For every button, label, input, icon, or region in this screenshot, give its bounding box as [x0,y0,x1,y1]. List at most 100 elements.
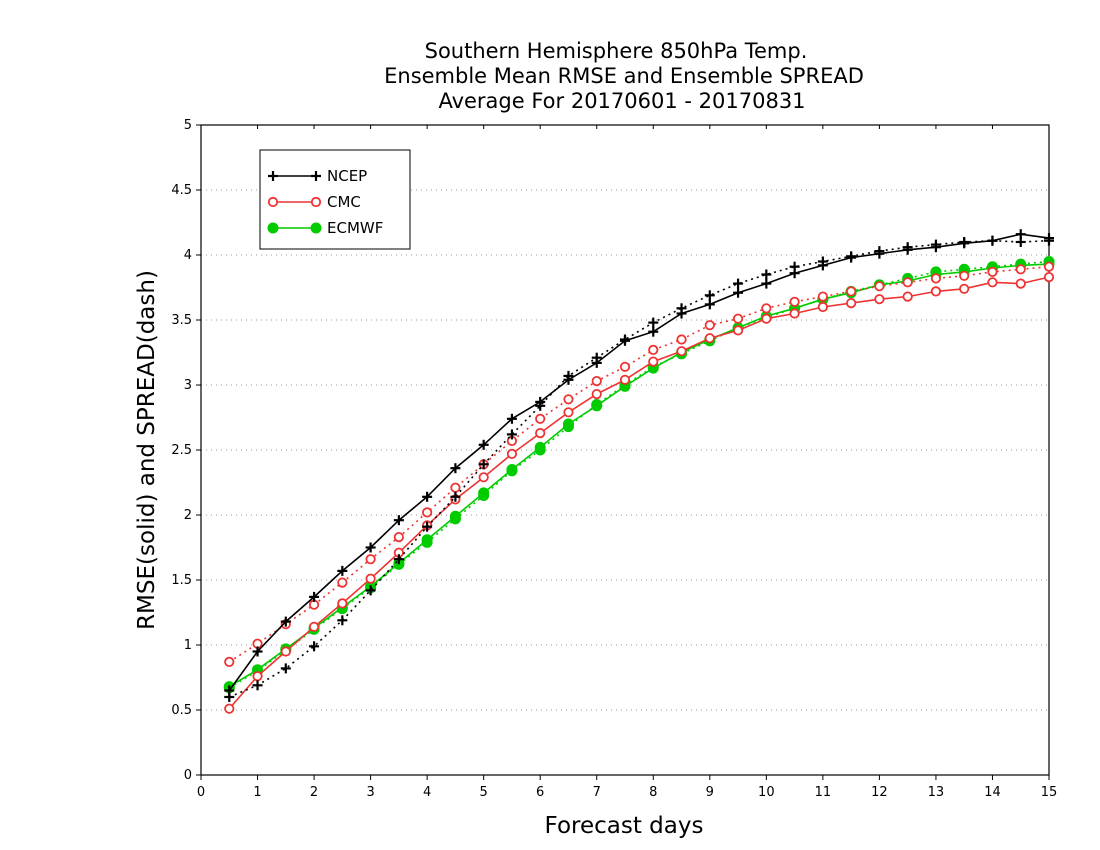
cmc-spread-point [535,413,546,424]
ecmwf-rmse-point [562,418,574,430]
legend-marker [268,171,278,181]
cmc-rmse-point [252,671,263,682]
x-axis-title: Forecast days [545,813,704,839]
ncep-spread-point [450,491,461,502]
y-tick-label: 2 [184,508,192,523]
x-tick-label: 0 [197,785,205,800]
cmc-spread-point [393,531,404,543]
y-tick-label: 0.5 [171,703,192,718]
cmc-rmse-point [1015,278,1026,289]
ecmwf-rmse-line [228,263,1050,688]
cmc-spread-point [704,320,715,331]
ncep-rmse-point [365,542,376,553]
cmc-rmse-point [930,286,942,297]
ecmwf-rmse-point [591,400,603,412]
y-tick-label: 4 [184,248,192,263]
cmc-rmse-series [224,271,1055,714]
y-tick-label: 1 [184,638,192,653]
ncep-rmse-point [1044,233,1054,244]
legend-item-ncep: NCEP [268,167,367,185]
ncep-spread-point [309,641,320,652]
cmc-spread-point [732,313,744,324]
cmc-rmse-point [280,646,291,657]
ncep-spread-point [478,459,489,470]
ecmwf-rmse-point [478,487,490,499]
x-tick-label: 7 [593,785,601,800]
legend-label: ECMWF [327,219,383,237]
cmc-spread-point [648,344,659,355]
ncep-spread-point [648,317,659,328]
ncep-rmse-line [228,233,1050,691]
ncep-rmse-point [987,235,998,246]
ncep-rmse-series [224,229,1054,696]
ncep-rmse-point [930,242,941,253]
cmc-spread-point [874,281,885,292]
y-axis: 0 0.5 1 1.5 2 2.5 3 3.5 4 4.5 5 [171,118,201,783]
ecmwf-spread-line [228,260,1050,689]
ncep-rmse-point [902,244,913,255]
legend-marker [311,171,321,181]
chart-title: Southern Hemisphere 850hPa Temp. Ensembl… [384,39,864,113]
ncep-rmse-point [535,396,546,407]
ecmwf-rmse-point [449,510,461,522]
ecmwf-spread-series [223,256,1055,694]
cmc-spread-point [676,334,687,345]
cmc-rmse-point [732,325,744,336]
cmc-spread-line [228,265,1050,663]
x-tick-label: 9 [706,785,714,800]
cmc-spread-point [337,577,348,588]
ncep-spread-series [224,235,1054,702]
cmc-rmse-point [619,374,631,385]
y-tick-label: 3 [184,378,192,393]
cmc-spread-point [789,296,800,307]
legend-item-ecmwf: ECMWF [267,219,383,237]
cmc-rmse-line [228,276,1050,710]
cmc-spread-point [761,303,772,314]
cmc-rmse-point [224,703,235,714]
ncep-rmse-point [506,413,517,424]
ncep-rmse-point [478,439,489,450]
ncep-rmse-point [874,248,885,259]
ecmwf-rmse-point [534,441,546,453]
cmc-spread-point [902,277,913,288]
ecmwf-rmse-point [421,534,433,546]
ncep-rmse-point [252,646,263,657]
ncep-spread-point [393,554,404,565]
ncep-spread-point [506,429,517,440]
ncep-spread-point [704,290,715,301]
x-axis: 0 1 2 3 4 5 6 7 8 9 10 11 12 13 14 15 [197,125,1057,800]
cmc-rmse-point [506,448,518,459]
x-tick-label: 13 [928,785,945,800]
cmc-spread-point [846,286,857,297]
ncep-spread-line [228,239,1050,698]
cmc-spread-point [930,273,942,284]
y-gridlines [201,189,1049,711]
cmc-spread-point [422,507,433,518]
cmc-spread-point [563,394,574,405]
ncep-rmse-point [450,463,461,474]
ncep-rmse-point [817,260,828,271]
ncep-rmse-point [789,268,800,279]
cmc-spread-point [591,375,602,387]
ncep-rmse-point [846,252,857,263]
ncep-rmse-point [563,374,574,385]
ncep-rmse-point [280,616,291,627]
y-tick-label: 1.5 [171,573,192,588]
y-tick-label: 4.5 [171,183,192,198]
cmc-spread-point [365,554,376,565]
cmc-rmse-point [704,333,715,344]
cmc-rmse-point [365,573,376,584]
cmc-spread-point [987,266,998,277]
x-tick-label: 6 [536,785,544,800]
x-tick-label: 15 [1041,785,1058,800]
cmc-rmse-point [563,407,574,418]
ncep-spread-point [422,521,433,532]
y-tick-label: 0 [184,768,192,783]
legend-marker [267,222,279,234]
y-tick-label: 3.5 [171,313,192,328]
ncep-rmse-point [733,287,744,298]
x-tick-label: 1 [253,785,261,800]
title-line-2: Ensemble Mean RMSE and Ensemble SPREAD [384,64,864,88]
ncep-rmse-point [648,326,659,337]
